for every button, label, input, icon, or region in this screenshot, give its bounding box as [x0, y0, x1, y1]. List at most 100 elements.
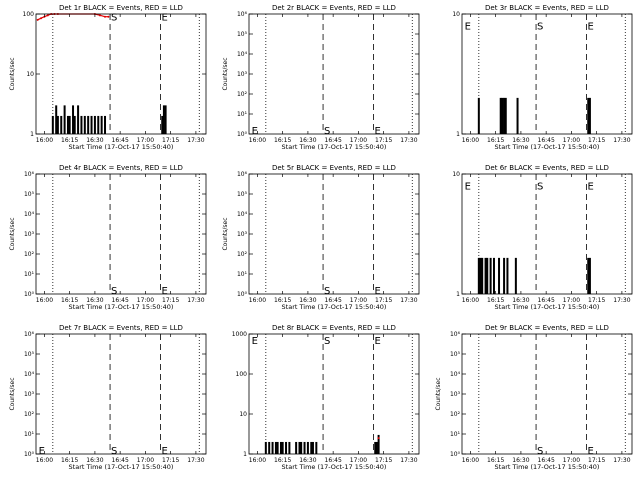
lld-point: [104, 15, 107, 18]
marker-label: S: [537, 182, 543, 193]
x-tick-label: 16:00: [36, 297, 53, 304]
event-bar: [51, 115, 54, 134]
event-bar: [587, 97, 590, 134]
y-tick-label: 10²: [450, 411, 461, 418]
event-bar: [489, 257, 492, 294]
x-tick-label: 16:00: [249, 297, 266, 304]
marker-label: E: [375, 286, 381, 297]
event-bar: [271, 441, 274, 454]
event-bar: [276, 441, 279, 454]
event-bar: [100, 115, 103, 134]
marker-label: S: [111, 446, 117, 457]
marker-label: E: [465, 182, 471, 193]
plot-frame: [248, 13, 420, 135]
y-tick-label: 10⁴: [237, 51, 248, 58]
event-bar: [73, 115, 76, 134]
y-tick-label: 10: [26, 71, 34, 78]
x-tick-label: 16:00: [462, 137, 479, 144]
x-tick-label: 17:15: [588, 457, 605, 464]
x-tick-label: 16:30: [86, 297, 103, 304]
y-tick-label: 10⁵: [450, 351, 461, 358]
event-bar: [492, 257, 495, 294]
x-tick-label: 16:45: [112, 297, 129, 304]
chart-title: Det 6r BLACK = Events, RED = LLD: [485, 164, 609, 172]
event-bar: [83, 115, 86, 134]
event-bar: [93, 115, 96, 134]
x-tick-label: 16:45: [325, 457, 342, 464]
y-tick-label: 10⁰: [24, 451, 35, 458]
x-tick-label: 17:30: [187, 137, 204, 144]
x-axis-label: Start Time (17-Oct-17 15:50:40): [495, 143, 600, 151]
y-tick-label: 10⁴: [237, 211, 248, 218]
y-tick-label: 10⁴: [24, 371, 35, 378]
marker-label: S: [111, 286, 117, 297]
x-tick-label: 16:45: [112, 137, 129, 144]
x-tick-label: 17:00: [137, 457, 154, 464]
event-bar: [264, 441, 267, 454]
y-tick-label: 1: [30, 131, 34, 138]
x-tick-label: 16:00: [36, 457, 53, 464]
chart-title: Det 8r BLACK = Events, RED = LLD: [272, 324, 396, 332]
marker-label: S: [537, 22, 543, 33]
lld-point: [36, 18, 39, 21]
x-tick-label: 17:15: [375, 297, 392, 304]
plot-frame: [461, 333, 633, 455]
y-tick-label: 10¹: [24, 271, 35, 278]
x-tick-label: 17:15: [588, 137, 605, 144]
detector-panel-6: Det 6r BLACK = Events, RED = LLD E S E 16:00…: [452, 164, 633, 311]
chart-title: Det 3r BLACK = Events, RED = LLD: [485, 4, 609, 12]
event-bar: [279, 441, 282, 454]
x-tick-label: 17:30: [613, 297, 630, 304]
x-tick-label: 17:00: [563, 137, 580, 144]
marker-label: E: [588, 182, 594, 193]
x-tick-label: 16:15: [61, 137, 78, 144]
event-bar: [303, 441, 306, 454]
x-tick-label: 16:15: [274, 297, 291, 304]
event-bar: [588, 257, 591, 294]
lld-point: [377, 437, 380, 440]
marker-label: E: [252, 126, 258, 137]
event-bar: [104, 115, 107, 134]
event-bar: [63, 105, 66, 134]
x-axis-label: Start Time (17-Oct-17 15:50:40): [282, 143, 387, 151]
event-bar: [486, 257, 489, 294]
marker-label: E: [162, 286, 168, 297]
x-tick-label: 17:15: [375, 137, 392, 144]
y-axis-label: Counts/sec: [9, 377, 16, 410]
x-tick-label: 16:30: [512, 137, 529, 144]
x-tick-label: 16:00: [36, 137, 53, 144]
event-bar: [377, 434, 380, 454]
x-axis-label: Start Time (17-Oct-17 15:50:40): [495, 463, 600, 471]
event-bar: [481, 257, 484, 294]
event-bar: [300, 441, 303, 454]
y-tick-label: 10⁶: [237, 171, 248, 178]
x-tick-label: 17:30: [400, 457, 417, 464]
y-axis-label: Counts/sec: [222, 217, 229, 250]
x-axis-label: Start Time (17-Oct-17 15:50:40): [282, 303, 387, 311]
marker-label: S: [324, 336, 330, 347]
event-bar: [162, 105, 165, 134]
x-tick-label: 16:30: [86, 457, 103, 464]
event-bar: [281, 441, 284, 454]
y-tick-label: 10⁵: [237, 191, 248, 198]
x-tick-label: 16:15: [487, 297, 504, 304]
x-tick-label: 17:30: [613, 137, 630, 144]
event-bar: [288, 441, 291, 454]
event-bar: [310, 441, 313, 454]
marker-label: E: [252, 336, 258, 347]
x-tick-label: 16:00: [462, 297, 479, 304]
plot-frame: [248, 173, 420, 295]
marker-label: E: [588, 446, 594, 457]
y-tick-label: 100: [23, 11, 35, 18]
plot-frame: [35, 333, 207, 455]
marker-label: E: [375, 336, 381, 347]
y-tick-label: 10³: [237, 231, 248, 238]
x-tick-label: 17:30: [613, 457, 630, 464]
y-tick-label: 1: [456, 131, 460, 138]
y-tick-label: 10²: [24, 411, 35, 418]
plot-frame: [461, 173, 633, 295]
